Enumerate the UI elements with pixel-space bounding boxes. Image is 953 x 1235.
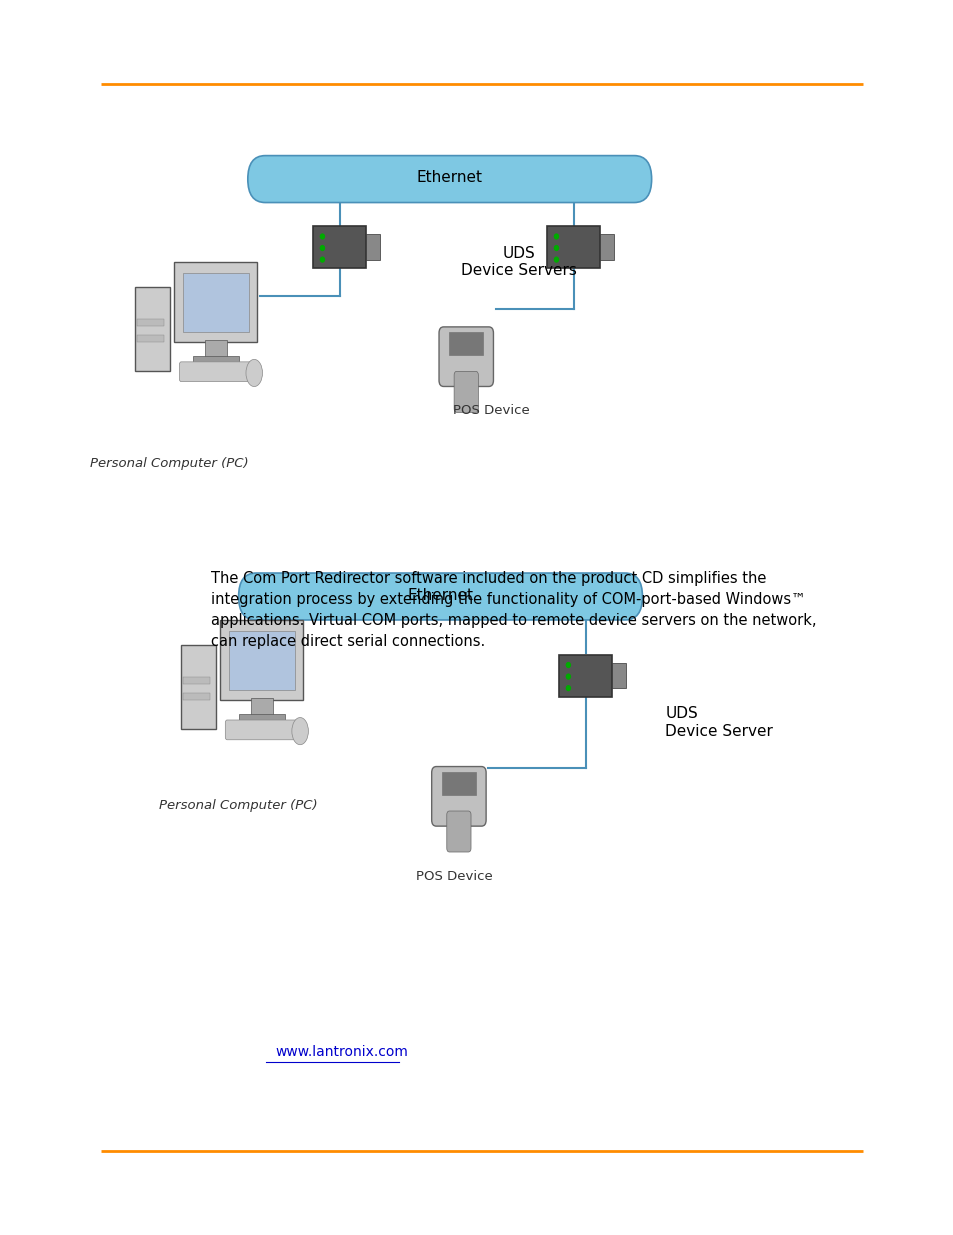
- Text: POS Device: POS Device: [452, 404, 529, 416]
- Bar: [441, 772, 476, 795]
- Bar: [182, 677, 210, 684]
- Bar: [612, 663, 625, 688]
- Ellipse shape: [319, 245, 325, 251]
- Ellipse shape: [553, 257, 558, 263]
- Bar: [251, 698, 273, 716]
- Text: UDS
Device Server: UDS Device Server: [664, 706, 773, 739]
- FancyBboxPatch shape: [546, 226, 599, 268]
- FancyBboxPatch shape: [174, 262, 256, 342]
- Text: Ethernet: Ethernet: [407, 588, 473, 603]
- FancyBboxPatch shape: [446, 811, 471, 852]
- FancyBboxPatch shape: [179, 362, 252, 382]
- Ellipse shape: [565, 662, 571, 668]
- Ellipse shape: [292, 718, 308, 745]
- FancyBboxPatch shape: [454, 372, 477, 412]
- Bar: [366, 235, 379, 259]
- FancyBboxPatch shape: [313, 226, 366, 268]
- FancyBboxPatch shape: [438, 327, 493, 387]
- Bar: [205, 340, 227, 358]
- FancyBboxPatch shape: [225, 720, 297, 740]
- Ellipse shape: [319, 233, 325, 240]
- FancyBboxPatch shape: [181, 645, 215, 729]
- Text: UDS
Device Servers: UDS Device Servers: [460, 246, 576, 278]
- FancyBboxPatch shape: [229, 631, 294, 690]
- Bar: [182, 693, 210, 700]
- Ellipse shape: [553, 233, 558, 240]
- Text: The Com Port Redirector software included on the product CD simplifies the
integ: The Com Port Redirector software include…: [211, 571, 816, 648]
- FancyBboxPatch shape: [432, 767, 486, 826]
- FancyBboxPatch shape: [134, 287, 170, 370]
- Ellipse shape: [553, 245, 558, 251]
- FancyBboxPatch shape: [558, 655, 612, 697]
- Bar: [449, 332, 483, 356]
- Bar: [193, 356, 238, 363]
- Text: POS Device: POS Device: [416, 871, 492, 883]
- FancyBboxPatch shape: [248, 156, 651, 203]
- Bar: [136, 319, 164, 326]
- Text: Personal Computer (PC): Personal Computer (PC): [159, 799, 317, 811]
- Ellipse shape: [319, 257, 325, 263]
- Bar: [599, 235, 614, 259]
- Text: www.lantronix.com: www.lantronix.com: [275, 1045, 408, 1060]
- FancyBboxPatch shape: [220, 620, 302, 700]
- Ellipse shape: [565, 673, 571, 679]
- Text: Personal Computer (PC): Personal Computer (PC): [91, 457, 249, 469]
- Bar: [238, 714, 284, 721]
- Ellipse shape: [246, 359, 262, 387]
- Ellipse shape: [565, 685, 571, 692]
- FancyBboxPatch shape: [182, 273, 249, 332]
- Text: Ethernet: Ethernet: [416, 170, 482, 185]
- Bar: [136, 335, 164, 342]
- FancyBboxPatch shape: [238, 573, 641, 620]
